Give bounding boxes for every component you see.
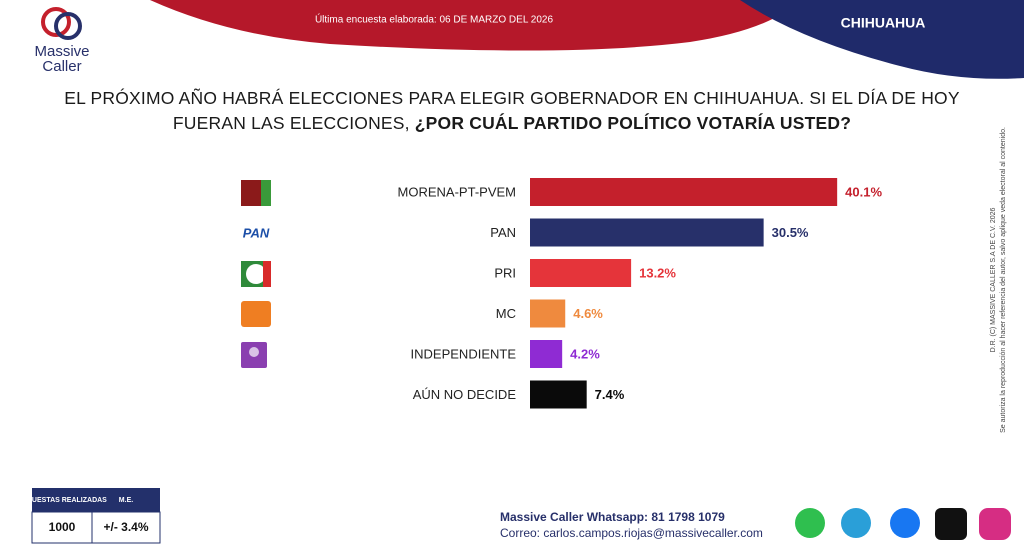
bar <box>530 259 632 287</box>
category-label: PRI <box>494 265 516 280</box>
value-label: 40.1% <box>845 184 882 199</box>
table-cell: +/- 3.4% <box>103 520 148 534</box>
header-band-blue <box>740 0 1024 79</box>
title-text: EL PRÓXIMO AÑO HABRÁ ELECCIONES PARA ELE… <box>64 88 960 133</box>
value-label: 4.6% <box>573 306 603 321</box>
bar <box>530 178 838 206</box>
bar <box>530 340 563 368</box>
value-label: 4.2% <box>570 346 600 361</box>
value-label: 7.4% <box>595 387 625 402</box>
footer-email: Correo: carlos.campos.riojas@massivecall… <box>500 526 763 540</box>
category-label: MORENA-PT-PVEM <box>398 184 516 199</box>
table-cell: 1000 <box>49 520 76 534</box>
category-label: AÚN NO DECIDE <box>413 387 517 402</box>
category-label: MC <box>496 306 516 321</box>
bar <box>530 299 566 328</box>
side-notice: Se autoriza la reproducción al hacer ref… <box>1000 127 1007 433</box>
party-icons: PAN <box>241 180 271 368</box>
table-header: ENCUESTAS REALIZADAS <box>17 497 107 504</box>
title-emphasis: ¿POR CUÁL PARTIDO POLÍTICO VOTARÍA USTED… <box>414 113 852 133</box>
survey-date: Última encuesta elaborada: 06 DE MARZO D… <box>315 13 554 26</box>
bar <box>530 218 764 247</box>
side-copyright: D.R. (C) MASSIVE CALLER S.A DE C.V. 2026 <box>990 207 997 352</box>
summary-table <box>31 488 161 544</box>
svg-text:PAN: PAN <box>243 225 270 240</box>
social-icons <box>795 508 1011 540</box>
value-label: 13.2% <box>639 265 676 280</box>
region: CHIHUAHUA <box>841 15 926 31</box>
logo-text: Caller <box>42 58 81 75</box>
table-header: M.E. <box>119 497 133 504</box>
header-band-red <box>150 0 800 51</box>
category-label: INDEPENDIENTE <box>411 346 517 361</box>
logo <box>41 7 82 40</box>
chart-title: EL PRÓXIMO AÑO HABRÁ ELECCIONES PARA ELE… <box>40 86 984 136</box>
value-label: 30.5% <box>772 225 809 240</box>
bar <box>530 380 587 409</box>
logo-text: Massive <box>34 43 89 60</box>
footer-whatsapp: Massive Caller Whatsapp: 81 1798 1079 <box>500 510 725 524</box>
category-label: PAN <box>490 225 516 240</box>
